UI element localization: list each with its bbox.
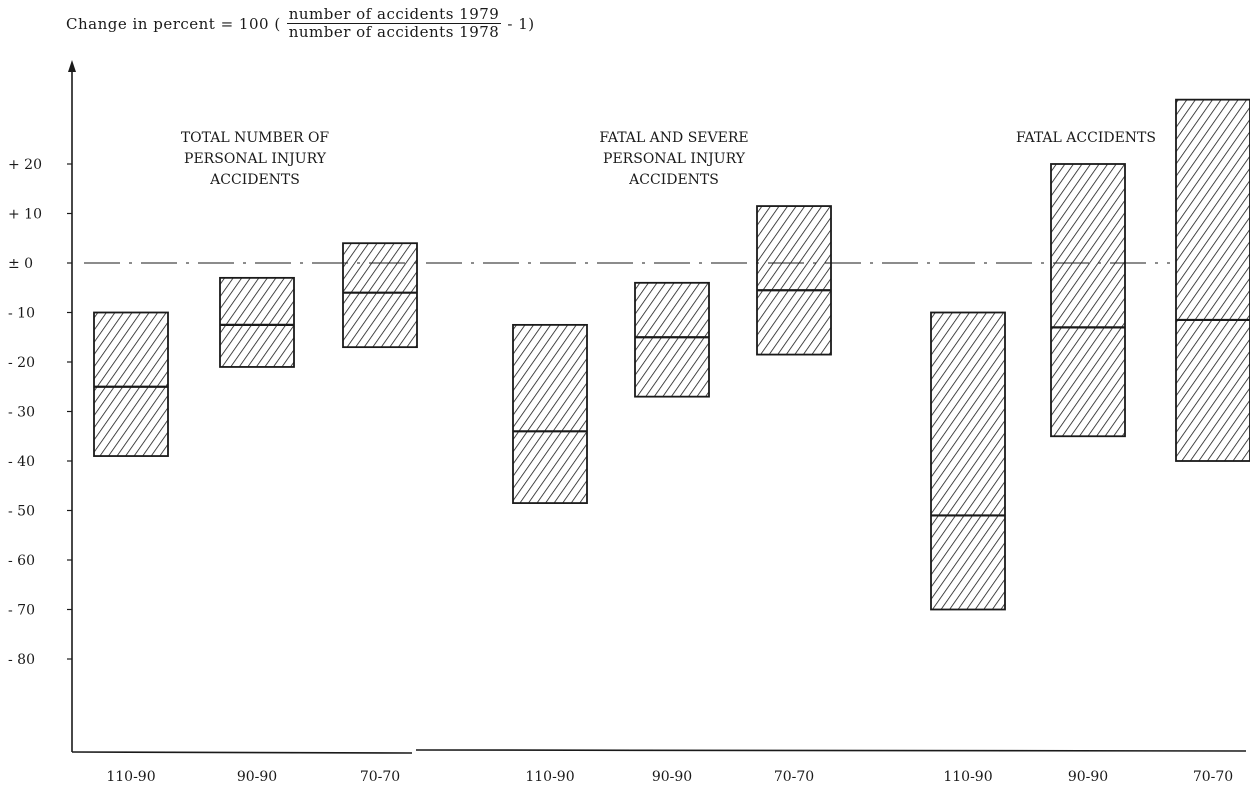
x-category-label: 70-70 <box>1193 769 1233 785</box>
x-category-label: 110-90 <box>943 769 992 785</box>
y-tick-label: - 60 <box>8 553 35 569</box>
group-title-line: ACCIDENTS <box>209 172 300 188</box>
range-bar <box>1050 163 1126 438</box>
group-title-line: PERSONAL INJURY <box>603 151 746 167</box>
y-tick-label: + 10 <box>8 207 42 223</box>
x-axis <box>71 749 1247 754</box>
formula-denominator: number of accidents 1978 <box>288 23 500 41</box>
y-tick-label: - 30 <box>8 405 35 421</box>
range-bar <box>634 281 710 398</box>
x-category-label: 90-90 <box>652 769 692 785</box>
x-category-label: 70-70 <box>360 769 400 785</box>
range-bar <box>93 311 169 457</box>
range-bar <box>342 242 418 349</box>
range-bar <box>1175 98 1250 462</box>
y-tick-label: - 80 <box>8 652 35 668</box>
y-tick-label: - 70 <box>8 603 35 619</box>
formula-suffix: - 1) <box>507 14 535 33</box>
x-category-label: 70-70 <box>774 769 814 785</box>
y-tick-label: - 10 <box>8 306 35 322</box>
formula-prefix: Change in percent = 100 ( <box>66 14 281 33</box>
y-tick-label: - 50 <box>8 504 35 520</box>
range-bar <box>756 205 832 356</box>
formula-fraction: number of accidents 1979 number of accid… <box>286 5 502 41</box>
x-category-label: 110-90 <box>106 769 155 785</box>
group-title-line: FATAL ACCIDENTS <box>1016 130 1156 146</box>
y-tick-label: - 20 <box>8 355 35 371</box>
y-tick-label: + 20 <box>8 157 42 173</box>
x-category-label: 90-90 <box>1068 769 1108 785</box>
y-tick-label: - 40 <box>8 454 35 470</box>
x-category-label: 110-90 <box>525 769 574 785</box>
group-title-line: PERSONAL INJURY <box>184 151 327 167</box>
formula-numerator: number of accidents 1979 <box>286 5 502 24</box>
x-category-label: 90-90 <box>237 769 277 785</box>
formula-title: Change in percent = 100 ( number of acci… <box>66 6 535 41</box>
group-title-line: TOTAL NUMBER OF <box>181 130 330 146</box>
y-axis-arrow <box>68 60 76 72</box>
y-tick-label: ± 0 <box>8 256 33 272</box>
group-title-line: FATAL AND SEVERE <box>599 130 748 146</box>
range-bar <box>512 323 588 504</box>
range-bar <box>219 276 295 368</box>
group-title-line: ACCIDENTS <box>628 172 719 188</box>
range-bar <box>930 311 1006 611</box>
